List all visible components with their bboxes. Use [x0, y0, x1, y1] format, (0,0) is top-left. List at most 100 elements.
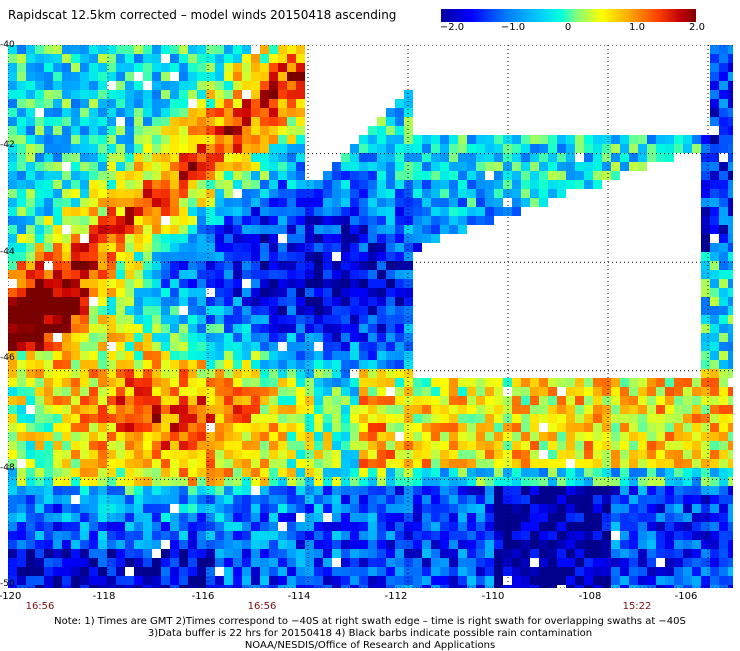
wind-cell — [683, 567, 692, 576]
wind-cell — [395, 495, 404, 504]
wind-cell — [692, 387, 701, 396]
wind-cell — [179, 45, 188, 54]
wind-cell — [287, 252, 296, 261]
wind-cell — [269, 333, 278, 342]
wind-cell — [188, 54, 197, 63]
wind-cell — [134, 396, 143, 405]
wind-cell — [8, 378, 17, 387]
wind-cell — [260, 315, 269, 324]
wind-cell — [548, 387, 557, 396]
wind-cell — [179, 513, 188, 522]
wind-cell — [116, 477, 125, 486]
wind-cell — [125, 171, 134, 180]
wind-cell — [134, 351, 143, 360]
wind-cell — [44, 369, 53, 378]
wind-cell — [386, 144, 395, 153]
wind-cell — [359, 135, 368, 144]
wind-cell — [89, 63, 98, 72]
wind-cell — [557, 531, 566, 540]
wind-cell — [143, 72, 152, 81]
wind-cell — [458, 477, 467, 486]
wind-cell — [143, 216, 152, 225]
wind-cell — [287, 153, 296, 162]
wind-cell — [440, 396, 449, 405]
wind-cell — [62, 585, 71, 588]
wind-cell — [728, 513, 733, 522]
wind-cell — [368, 477, 377, 486]
wind-cell — [80, 468, 89, 477]
wind-cell — [728, 117, 733, 126]
wind-cell — [386, 486, 395, 495]
wind-cell — [296, 180, 305, 189]
wind-cell — [377, 396, 386, 405]
wind-cell — [278, 252, 287, 261]
wind-cell — [701, 369, 710, 378]
wind-cell — [386, 108, 395, 117]
wind-cell — [26, 450, 35, 459]
wind-cell — [215, 252, 224, 261]
wind-cell — [458, 162, 467, 171]
wind-cell — [404, 270, 413, 279]
wind-cell — [728, 207, 733, 216]
wind-cell — [665, 441, 674, 450]
wind-cell — [134, 288, 143, 297]
wind-cell — [575, 378, 584, 387]
wind-cell — [242, 360, 251, 369]
wind-cell — [260, 162, 269, 171]
wind-cell — [206, 189, 215, 198]
wind-cell — [305, 468, 314, 477]
wind-cell — [170, 63, 179, 72]
wind-cell — [557, 450, 566, 459]
wind-cell — [242, 504, 251, 513]
wind-cell — [350, 279, 359, 288]
wind-cell — [161, 396, 170, 405]
wind-cell — [251, 63, 260, 72]
wind-cell — [530, 450, 539, 459]
wind-cell — [170, 198, 179, 207]
wind-cell — [188, 369, 197, 378]
wind-cell — [125, 423, 134, 432]
wind-cell — [215, 216, 224, 225]
wind-cell — [80, 558, 89, 567]
wind-cell — [242, 99, 251, 108]
wind-cell — [332, 423, 341, 432]
wind-cell — [629, 468, 638, 477]
wind-cell — [701, 189, 710, 198]
wind-cell — [593, 423, 602, 432]
wind-cell — [647, 153, 656, 162]
wind-cell — [206, 270, 215, 279]
wind-cell — [386, 459, 395, 468]
wind-cell — [530, 378, 539, 387]
wind-cell — [386, 135, 395, 144]
wind-cell — [512, 495, 521, 504]
wind-cell — [341, 477, 350, 486]
wind-cell — [206, 198, 215, 207]
wind-cell — [602, 387, 611, 396]
wind-cell — [170, 288, 179, 297]
wind-cell — [413, 144, 422, 153]
wind-cell — [494, 477, 503, 486]
wind-cell — [8, 486, 17, 495]
wind-cell — [368, 144, 377, 153]
wind-cell — [296, 225, 305, 234]
wind-cell — [35, 495, 44, 504]
wind-cell — [161, 468, 170, 477]
wind-cell — [539, 162, 548, 171]
wind-cell — [701, 423, 710, 432]
wind-cell — [71, 189, 80, 198]
wind-cell — [404, 135, 413, 144]
wind-cell — [80, 261, 89, 270]
wind-cell — [341, 558, 350, 567]
wind-cell — [395, 306, 404, 315]
wind-cell — [125, 387, 134, 396]
wind-cell — [278, 279, 287, 288]
wind-cell — [449, 387, 458, 396]
wind-cell — [287, 171, 296, 180]
wind-cell — [161, 297, 170, 306]
wind-cell — [386, 270, 395, 279]
wind-cell — [80, 243, 89, 252]
wind-cell — [656, 450, 665, 459]
wind-cell — [71, 117, 80, 126]
wind-cell — [269, 81, 278, 90]
wind-cell — [26, 153, 35, 162]
